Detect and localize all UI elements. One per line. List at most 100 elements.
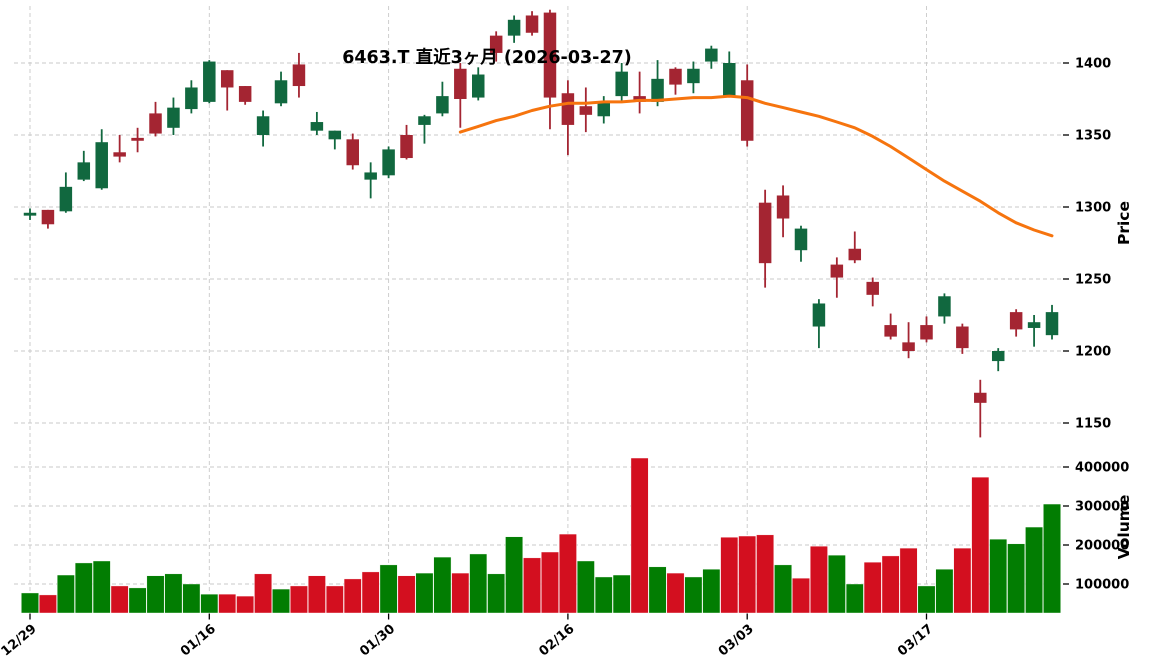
candle-body bbox=[561, 93, 575, 125]
volume-bar bbox=[1025, 526, 1043, 614]
candle-body bbox=[507, 19, 521, 36]
volume-bar bbox=[541, 551, 559, 614]
volume-bar bbox=[594, 576, 613, 614]
candle-body bbox=[489, 35, 503, 53]
volume-bar bbox=[666, 572, 685, 614]
volume-tick-label: 100000 bbox=[1075, 578, 1129, 593]
candle-body bbox=[77, 162, 91, 180]
volume-bar bbox=[720, 537, 739, 614]
candle-body bbox=[991, 351, 1005, 362]
moving-average-line bbox=[458, 94, 1054, 238]
candle-body bbox=[651, 78, 664, 102]
candle-body bbox=[113, 152, 126, 157]
candle-body bbox=[974, 392, 987, 403]
candle-body bbox=[956, 326, 969, 349]
volume-bar bbox=[200, 593, 219, 614]
candle-body bbox=[203, 61, 216, 102]
volume-tick-label: 200000 bbox=[1075, 539, 1129, 554]
price-tick-label: 1150 bbox=[1075, 417, 1111, 432]
volume-bar bbox=[21, 592, 39, 614]
volume-bar bbox=[505, 536, 523, 614]
price-tick-label: 1350 bbox=[1075, 129, 1111, 144]
volume-bar bbox=[128, 587, 147, 614]
volume-bar bbox=[325, 585, 344, 614]
volume-bar bbox=[774, 564, 792, 614]
candle-body bbox=[149, 113, 162, 134]
volume-bar bbox=[92, 560, 111, 614]
candle-body bbox=[687, 68, 700, 84]
candle-body bbox=[579, 106, 593, 115]
volume-bar bbox=[469, 553, 488, 614]
volume-bar bbox=[792, 577, 810, 614]
candle-body bbox=[812, 303, 826, 327]
date-tick-label: 02/16 bbox=[536, 622, 577, 660]
candle-body bbox=[615, 71, 628, 97]
volume-bar bbox=[397, 575, 416, 614]
volume-bar bbox=[1043, 503, 1061, 614]
candle-body bbox=[776, 195, 790, 219]
candle-body bbox=[41, 209, 55, 225]
candle-body bbox=[472, 74, 485, 98]
volume-bar bbox=[863, 561, 882, 614]
candle-body bbox=[328, 130, 342, 140]
price-tick-label: 1200 bbox=[1075, 345, 1111, 360]
price-axis-title: Price bbox=[1115, 201, 1133, 245]
date-tick-label: 03/17 bbox=[895, 622, 936, 660]
volume-bar bbox=[881, 555, 900, 614]
volume-bar bbox=[523, 557, 541, 614]
volume-bar bbox=[559, 533, 577, 614]
price-tick-label: 1300 bbox=[1075, 201, 1111, 216]
candle-body bbox=[310, 122, 324, 131]
candle-body bbox=[866, 281, 879, 295]
candle-body bbox=[185, 87, 198, 110]
volume-bar bbox=[935, 568, 954, 614]
candle-body bbox=[902, 342, 915, 351]
volume-bar bbox=[433, 556, 452, 614]
chart-title: 6463.T 直近3ヶ月 (2026-03-27) bbox=[342, 48, 632, 68]
date-tick-label: 01/30 bbox=[357, 622, 398, 660]
volume-bar bbox=[630, 457, 649, 614]
price-tick-label: 1250 bbox=[1075, 273, 1111, 288]
volume-axis-title: Volume bbox=[1115, 495, 1133, 560]
candle-body bbox=[418, 116, 431, 125]
volume-bar bbox=[218, 593, 237, 614]
volume-bar bbox=[361, 571, 380, 614]
volume-tick-label: 400000 bbox=[1075, 461, 1129, 476]
volume-bar bbox=[379, 564, 398, 614]
candle-body bbox=[525, 15, 539, 33]
candle-body bbox=[830, 264, 844, 278]
volume-bar bbox=[164, 573, 183, 614]
volume-bar bbox=[684, 576, 703, 614]
volume-bar bbox=[236, 595, 255, 614]
volume-bar bbox=[1007, 543, 1025, 614]
candle-body bbox=[794, 228, 808, 251]
candle-body bbox=[920, 325, 933, 340]
volume-bar bbox=[917, 585, 936, 614]
volume-bar bbox=[576, 560, 595, 614]
candle-body bbox=[220, 70, 234, 88]
candle-body bbox=[884, 325, 897, 337]
candle-body bbox=[131, 137, 144, 141]
price-tick-label: 1400 bbox=[1075, 57, 1111, 72]
candle-body bbox=[1009, 312, 1023, 330]
volume-bar bbox=[290, 585, 308, 614]
date-tick-label: 01/16 bbox=[178, 622, 219, 660]
date-tick-label: 12/29 bbox=[0, 622, 40, 660]
date-tick-label: 03/03 bbox=[716, 622, 757, 660]
candle-body bbox=[454, 68, 467, 99]
volume-bar bbox=[182, 583, 201, 614]
candle-body bbox=[95, 142, 108, 189]
candle-body bbox=[669, 68, 682, 85]
volume-bar bbox=[702, 568, 721, 614]
candle-body bbox=[400, 135, 413, 159]
volume-bar bbox=[146, 575, 165, 614]
candle-body bbox=[436, 96, 449, 114]
volume-bar bbox=[451, 572, 470, 614]
candle-body bbox=[723, 63, 736, 97]
candle-body bbox=[543, 12, 557, 98]
volume-bar bbox=[57, 574, 75, 614]
candle-body bbox=[238, 86, 252, 102]
volume-bar bbox=[415, 572, 434, 614]
